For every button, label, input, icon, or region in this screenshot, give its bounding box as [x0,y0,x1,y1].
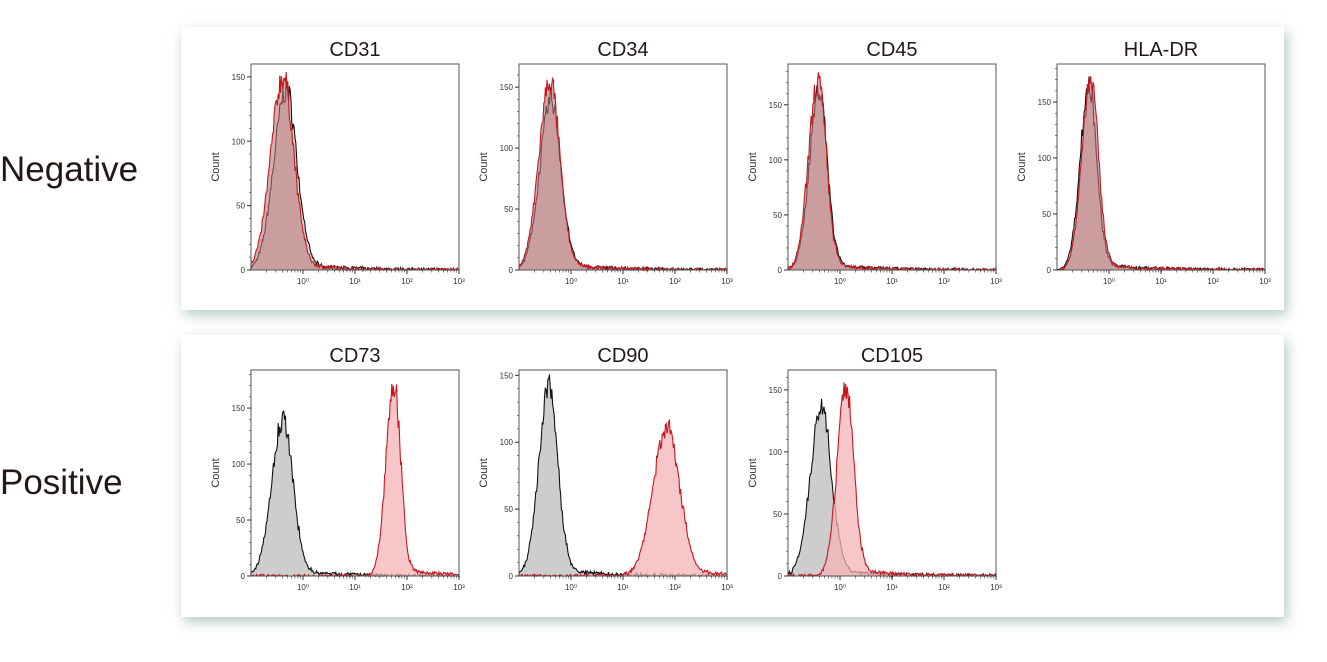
y-axis-label: Count [210,458,222,487]
x-tick-label: 10¹ [617,277,629,286]
y-tick-label: 0 [1047,266,1052,275]
y-tick-label: 50 [236,516,245,525]
y-tick-label: 50 [773,211,782,220]
x-tick-label: 10² [938,583,950,592]
x-tick-label: 10³ [990,583,1002,592]
chart-title: CD73 [329,345,380,367]
y-tick-label: 150 [232,404,246,413]
y-tick-label: 150 [1038,98,1052,107]
y-tick-label: 100 [500,144,514,153]
histogram-cd31: CD31 0 50 100 150 10⁰ 10¹ 10² 10³ Count [210,39,465,286]
y-tick-label: 100 [769,448,783,457]
x-tick-label: 10² [401,583,413,592]
x-tick-label: 10¹ [886,277,898,286]
chart-title: CD45 [866,39,917,61]
y-tick-label: 50 [504,505,513,514]
x-tick-label: 10² [669,277,681,286]
histogram-cd90: CD90 0 50 100 150 10⁰ 10¹ 10² 10³ Count [478,345,733,592]
y-axis-label: Count [210,152,222,181]
series-isotype-histogram [250,410,461,578]
x-tick-label: 10¹ [349,583,361,592]
chart-title: CD105 [861,345,923,367]
histogram-cd105: CD105 0 50 100 150 10⁰ 10¹ 10² 10³ Count [747,345,1002,592]
x-tick-label: 10³ [990,277,1002,286]
series-isotype-histogram [787,398,997,578]
x-tick-label: 10² [938,277,950,286]
x-tick-label: 10² [401,277,413,286]
x-tick-label: 10⁰ [565,277,577,286]
y-axis-label: Count [747,458,759,487]
y-tick-label: 0 [241,572,246,581]
y-tick-label: 150 [500,371,514,380]
series-hla-dr-histogram [1057,76,1266,273]
y-tick-label: 100 [1038,154,1052,163]
y-tick-label: 50 [236,202,245,211]
y-axis-label: Count [1016,152,1028,181]
y-tick-label: 50 [1042,210,1051,219]
x-tick-label: 10³ [453,583,465,592]
y-axis-label: Count [747,152,759,181]
x-tick-label: 10¹ [886,583,898,592]
y-tick-label: 150 [769,101,783,110]
row-label-negative: Negative [0,150,139,189]
x-tick-label: 10⁰ [1103,277,1115,286]
y-axis-label: Count [478,152,490,181]
x-tick-label: 10¹ [349,277,361,286]
histogram-hla-dr: HLA-DR 0 50 100 150 10⁰ 10¹ 10² 10³ Count [1016,39,1271,286]
y-tick-label: 50 [504,205,513,214]
series-cd31-histogram [250,72,459,272]
x-tick-label: 10⁰ [834,583,846,592]
x-tick-label: 10² [1207,277,1219,286]
x-tick-label: 10³ [721,277,733,286]
x-tick-label: 10² [669,583,681,592]
y-tick-label: 50 [773,510,782,519]
x-tick-label: 10⁰ [297,277,309,286]
y-tick-label: 0 [778,266,783,275]
y-tick-label: 100 [232,137,246,146]
positive-panel-card [181,335,1284,617]
histogram-cd34: CD34 0 50 100 150 10⁰ 10¹ 10² 10³ Count [478,39,733,286]
row-label-positive: Positive [0,463,123,502]
histogram-cd73: CD73 0 50 100 150 10⁰ 10¹ 10² 10³ Count [210,345,465,592]
y-tick-label: 100 [500,438,514,447]
y-tick-label: 0 [778,572,783,581]
series-isotype-histogram [518,374,728,578]
x-tick-label: 10⁰ [834,277,846,286]
y-axis-label: Count [478,458,490,487]
y-tick-label: 150 [500,83,514,92]
x-tick-label: 10⁰ [565,583,577,592]
y-tick-label: 0 [509,266,514,275]
x-tick-label: 10⁰ [297,583,309,592]
x-tick-label: 10³ [453,277,465,286]
series-cd34-histogram [518,76,728,272]
y-tick-label: 0 [241,266,246,275]
y-tick-label: 0 [509,572,514,581]
y-tick-label: 100 [232,460,246,469]
histogram-cd45: CD45 0 50 100 150 10⁰ 10¹ 10² 10³ Count [747,39,1002,286]
x-tick-label: 10¹ [1155,277,1167,286]
y-tick-label: 100 [769,156,783,165]
series-cd45-histogram [787,72,997,272]
chart-title: CD34 [597,39,648,61]
y-tick-label: 150 [232,73,246,82]
chart-title: HLA-DR [1124,39,1198,61]
x-tick-label: 10³ [1259,277,1271,286]
y-tick-label: 150 [769,386,783,395]
x-tick-label: 10³ [721,583,733,592]
chart-title: CD31 [329,39,380,61]
x-tick-label: 10¹ [617,583,629,592]
chart-title: CD90 [597,345,648,367]
